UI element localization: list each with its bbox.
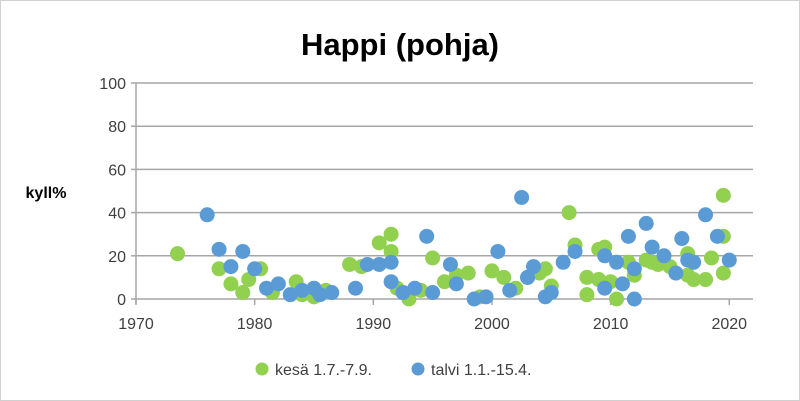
talvi-point: [614, 276, 630, 292]
talvi-point: [656, 248, 672, 264]
talvi-point: [223, 259, 239, 275]
talvi-point: [525, 259, 541, 275]
talvi-point: [348, 280, 364, 296]
talvi-point: [235, 243, 251, 259]
kesa-point: [484, 263, 500, 279]
kesa-point: [235, 285, 251, 301]
y-axis-label: kyll%: [26, 185, 67, 202]
y-tick-label: 40: [108, 206, 126, 223]
talvi-point: [597, 248, 613, 264]
y-tick-label: 20: [108, 249, 126, 266]
talvi-point: [199, 207, 215, 223]
talvi-point: [555, 254, 571, 270]
y-tick-label: 80: [108, 119, 126, 136]
kesa-point: [715, 187, 731, 203]
talvi-point: [709, 228, 725, 244]
x-tick-label: 2000: [474, 316, 510, 333]
kesa-point: [537, 261, 553, 277]
kesa-point: [383, 226, 399, 242]
kesa-point: [715, 265, 731, 281]
talvi-point: [478, 289, 494, 305]
talvi-point: [383, 254, 399, 270]
talvi-point: [626, 261, 642, 277]
kesa-point: [342, 256, 358, 272]
talvi-point: [371, 256, 387, 272]
talvi-point: [638, 215, 654, 231]
talvi-point: [448, 276, 464, 292]
talvi-point: [324, 285, 340, 301]
kesa-point: [496, 269, 512, 285]
talvi-point: [407, 280, 423, 296]
legend-marker: [411, 362, 425, 376]
kesa-point: [437, 274, 452, 290]
talvi-point: [644, 239, 660, 255]
y-tick-label: 60: [108, 162, 126, 179]
talvi-point: [359, 256, 375, 272]
talvi-point: [502, 282, 518, 298]
talvi-point: [686, 254, 702, 270]
talvi-point: [567, 243, 583, 259]
x-tick-label: 1980: [237, 316, 273, 333]
talvi-point: [543, 285, 559, 301]
kesa-point: [211, 261, 227, 277]
talvi-point: [294, 282, 310, 298]
kesa-point: [579, 269, 595, 285]
legend-marker: [255, 362, 269, 376]
y-tick-label: 0: [117, 292, 126, 309]
x-tick-label: 2010: [593, 316, 629, 333]
talvi-point: [620, 228, 636, 244]
kesa-point: [698, 272, 714, 288]
legend-label: talvi 1.1.-15.4.: [431, 362, 532, 379]
talvi-point: [490, 243, 506, 259]
talvi-point: [442, 256, 458, 272]
talvi-point: [419, 228, 435, 244]
talvi-point: [282, 287, 298, 303]
talvi-point: [466, 291, 482, 307]
kesa-point: [686, 272, 702, 288]
talvi-point: [721, 252, 737, 268]
x-tick-label: 2020: [711, 316, 747, 333]
kesa-point: [703, 250, 719, 266]
talvi-point: [674, 231, 690, 247]
talvi-point: [211, 241, 227, 257]
kesa-point: [371, 235, 387, 251]
kesa-point: [579, 287, 595, 303]
talvi-point: [698, 207, 714, 223]
talvi-point: [395, 285, 411, 301]
x-tick-label: 1970: [118, 316, 154, 333]
talvi-point: [626, 291, 642, 307]
talvi-point: [383, 274, 399, 290]
talvi-point: [270, 276, 286, 292]
talvi-point: [425, 285, 441, 301]
kesa-point: [460, 265, 476, 281]
talvi-point: [609, 254, 625, 270]
talvi-point: [259, 280, 275, 296]
x-tick-label: 1990: [356, 316, 392, 333]
kesa-point: [223, 276, 239, 292]
kesa-point: [170, 246, 186, 262]
talvi-point: [514, 189, 530, 205]
chart-title: Happi (pohja): [301, 27, 499, 62]
kesa-point: [609, 291, 625, 307]
talvi-point: [312, 287, 328, 303]
legend-label: kesä 1.7.-7.9.: [275, 362, 372, 379]
talvi-point: [247, 261, 263, 277]
talvi-point: [597, 280, 613, 296]
y-tick-label: 100: [99, 76, 126, 93]
kesa-point: [425, 250, 441, 266]
kesa-point: [561, 205, 577, 221]
kesa-point: [383, 243, 399, 259]
talvi-point: [668, 265, 684, 281]
